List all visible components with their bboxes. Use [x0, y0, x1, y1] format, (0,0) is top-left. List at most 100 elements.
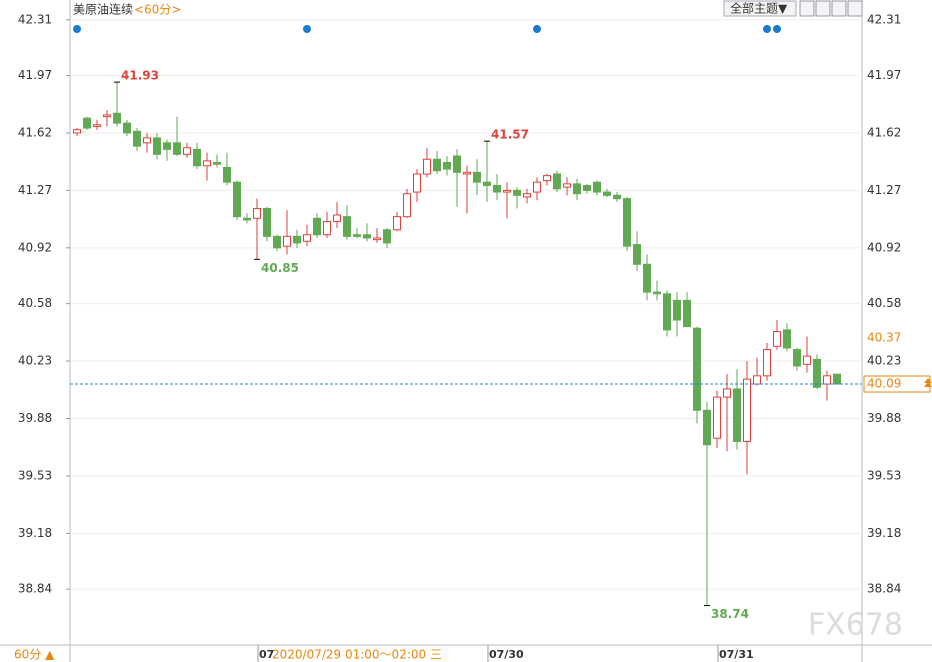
candle-body [453, 155, 461, 173]
candle-body [493, 184, 501, 193]
x-tick-label: 07 [259, 648, 274, 661]
candle-body [473, 171, 481, 183]
candle-body [803, 355, 811, 365]
tool-buttons[interactable] [799, 0, 863, 17]
candle-body [333, 214, 341, 223]
y2-tick-label: 39.88 [867, 411, 901, 425]
theme-button[interactable]: 全部主题▼ [730, 1, 788, 16]
y-tick-label: 41.97 [18, 68, 52, 82]
candle-body [233, 181, 241, 218]
candle-body [153, 137, 161, 155]
candle-body [103, 114, 111, 118]
candle-body [163, 142, 171, 150]
candle-body [693, 327, 701, 411]
candle-body [283, 235, 291, 247]
candle-body [793, 349, 801, 367]
last-price-box [863, 375, 931, 393]
candle-body [243, 217, 251, 221]
y-tick-label: 41.62 [18, 125, 52, 139]
candle-body [543, 175, 551, 182]
candle-body [663, 293, 671, 331]
candle-body [143, 137, 151, 144]
candle-body [753, 375, 761, 385]
candle-body [93, 124, 101, 127]
candle-body [723, 388, 731, 398]
candle-body [373, 237, 381, 241]
candle-body [713, 396, 721, 439]
tool-button[interactable] [847, 0, 863, 17]
candle-body [123, 122, 131, 134]
y2-tick-label: 41.97 [867, 68, 901, 82]
candle-body [193, 148, 201, 167]
candle-body [213, 162, 221, 165]
y-tick-label: 40.58 [18, 296, 52, 310]
candle-body [733, 388, 741, 442]
extreme-label: 41.93 [121, 69, 159, 83]
candle-body [413, 173, 421, 193]
y2-tick-label: 40.58 [867, 296, 901, 310]
candle-body [203, 160, 211, 167]
candle-body [813, 358, 821, 388]
period-button[interactable]: 60分 ▲ [14, 648, 55, 662]
y2-tick-label: 41.27 [867, 183, 901, 197]
candle-body [773, 331, 781, 347]
extreme-label: 38.74 [711, 607, 749, 621]
tool-button[interactable] [815, 0, 831, 17]
candle-body [343, 216, 351, 237]
y2-tick-label: 40.23 [867, 354, 901, 368]
event-dot[interactable] [773, 25, 781, 33]
tool-button[interactable] [831, 0, 847, 17]
candle-body [393, 216, 401, 231]
candle-body [173, 142, 181, 155]
last-price-arrow [924, 378, 932, 388]
candle-body [763, 349, 771, 377]
y-tick-label: 39.18 [18, 526, 52, 540]
y-tick-label: 39.53 [18, 468, 52, 482]
last-price-label: 40.09 [867, 377, 901, 391]
y2-tick-label: 39.18 [867, 526, 901, 540]
y2-tick-label: 40.92 [867, 240, 901, 254]
candle-body [253, 207, 261, 219]
candle-body [483, 181, 491, 186]
candle-body [633, 244, 641, 265]
y-tick-label: 41.27 [18, 183, 52, 197]
theme-button-box[interactable] [723, 0, 797, 17]
period-label[interactable]: <60分> [134, 3, 181, 17]
y2-tick-label: 42.31 [867, 12, 901, 26]
candle-body [313, 217, 321, 236]
period-button-box[interactable] [0, 646, 68, 662]
candle-body [683, 299, 691, 328]
extreme-label: 40.85 [261, 261, 299, 275]
candle-body [363, 234, 371, 239]
candle-body [593, 181, 601, 193]
candle-body [353, 234, 361, 237]
event-dot[interactable] [763, 25, 771, 33]
event-dot[interactable] [303, 25, 311, 33]
candle-body [513, 189, 521, 196]
event-dots [73, 25, 781, 33]
tool-button[interactable] [799, 0, 815, 17]
candle-body [783, 329, 791, 349]
candle-body [553, 173, 561, 190]
x-tick-label: 07/30 [489, 648, 524, 661]
crosshair-label: 2020/07/29 01:00～02:00 三 [272, 648, 442, 662]
candle-body [443, 162, 451, 170]
candle-body [833, 373, 841, 385]
y-tick-label: 40.23 [18, 354, 52, 368]
candle-body [463, 171, 471, 175]
event-dot[interactable] [73, 25, 81, 33]
candle-body [503, 189, 511, 193]
candle-body [223, 166, 231, 183]
candle-body [533, 181, 541, 193]
candle-body [623, 198, 631, 247]
candle-body [563, 183, 571, 188]
candle-body [73, 129, 81, 134]
candle-body [293, 235, 301, 244]
event-dot[interactable] [533, 25, 541, 33]
candle-body [183, 147, 191, 155]
candle-body [673, 299, 681, 321]
price-marker-label: 40.37 [867, 331, 901, 345]
candle-body [703, 409, 711, 446]
